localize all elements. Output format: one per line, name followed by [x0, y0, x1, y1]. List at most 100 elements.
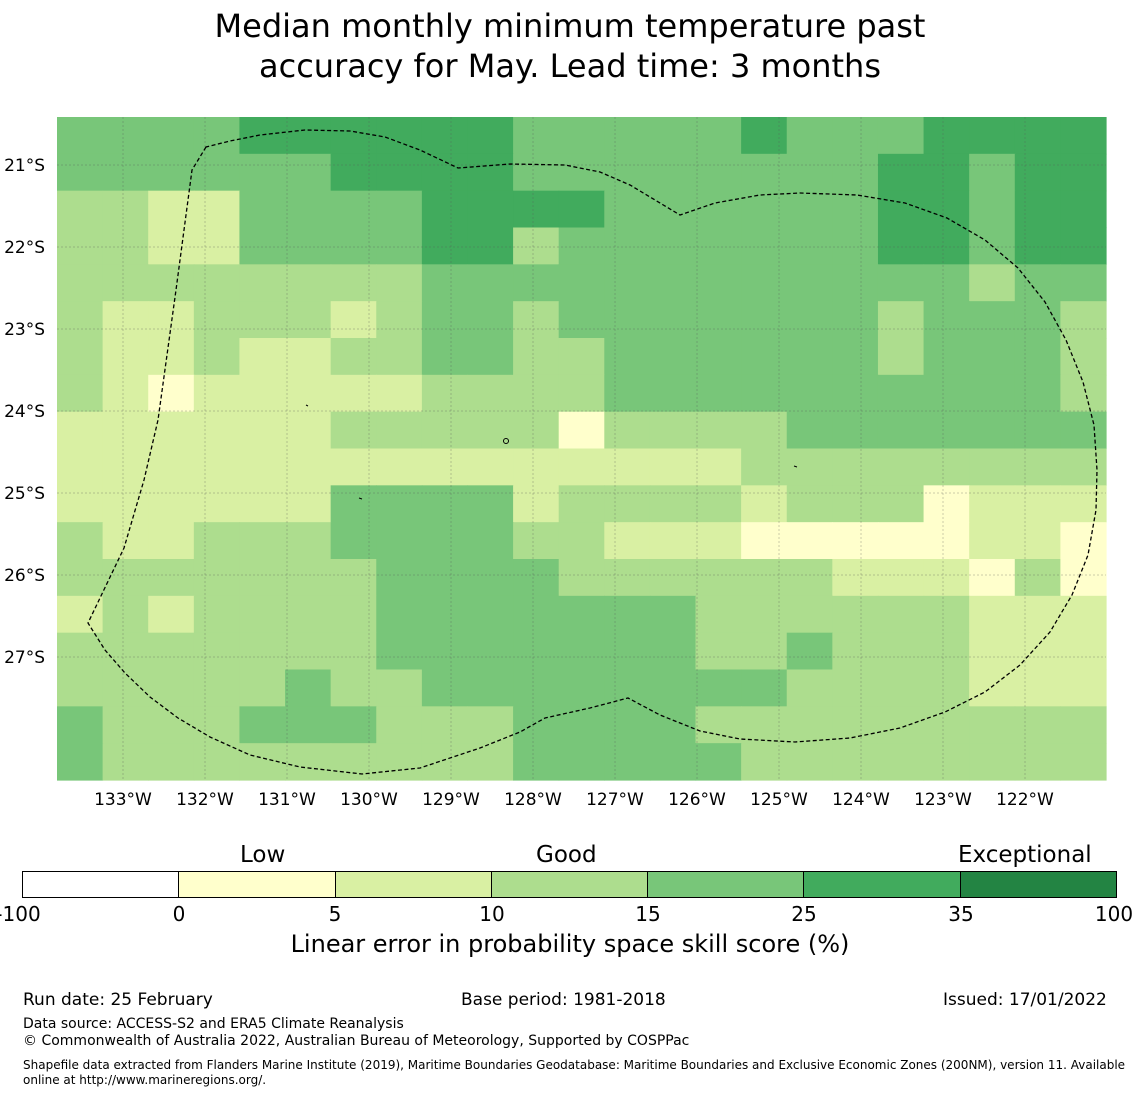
skill-cell [285, 117, 332, 155]
skill-cell [923, 117, 970, 155]
skill-cell [239, 301, 286, 339]
skill-cell [877, 559, 925, 597]
skill-cell [57, 743, 104, 781]
skill-cell [102, 301, 149, 339]
skill-cell [741, 559, 788, 597]
skill-cell [1060, 595, 1107, 634]
skill-cell [877, 117, 925, 155]
skill-cell [877, 153, 925, 192]
colorbar-segment [490, 872, 648, 897]
skill-cell [467, 301, 514, 339]
skill-cell [467, 374, 514, 413]
skill-cell [193, 190, 241, 229]
category-label-exceptional: Exceptional [958, 842, 1092, 868]
skill-cell [1014, 264, 1061, 302]
skill-cell [330, 301, 377, 339]
skill-cell [513, 743, 560, 781]
skill-cell [649, 264, 697, 302]
skill-cell [193, 522, 241, 560]
skill-cell [786, 153, 833, 192]
skill-cell [969, 559, 1016, 597]
skill-cell [1060, 117, 1107, 155]
skill-cell [102, 374, 149, 413]
skill-cell [193, 301, 241, 339]
skill-cell [741, 374, 788, 413]
skill-cell [923, 374, 970, 413]
skill-cell [969, 338, 1016, 376]
skill-cell [877, 743, 925, 781]
skill-cell [513, 264, 560, 302]
skill-cell [877, 522, 925, 560]
skill-cell [285, 338, 332, 376]
skill-cell [649, 374, 697, 413]
skill-cell [741, 595, 788, 634]
skill-cell [969, 706, 1016, 744]
skill-cell [786, 743, 833, 781]
map-title-line-2: accuracy for May. Lead time: 3 months [258, 47, 881, 85]
skill-cell [877, 706, 925, 744]
skill-cell [832, 559, 879, 597]
skill-cell [1014, 117, 1061, 155]
skill-cell [285, 706, 332, 744]
skill-cell [148, 153, 195, 192]
skill-cell [467, 117, 514, 155]
skill-cell [467, 485, 514, 523]
skill-cell [786, 264, 833, 302]
skill-cell [923, 559, 970, 597]
skill-cell [102, 448, 149, 486]
skill-cell [832, 485, 879, 523]
skill-cell [969, 117, 1016, 155]
skill-cell [57, 559, 104, 597]
skill-cell [239, 117, 286, 155]
category-label-low: Low [240, 842, 286, 868]
skill-cell [969, 448, 1016, 486]
skill-cell [1014, 411, 1061, 450]
latitude-label: 22°S [4, 238, 45, 258]
skill-cell [239, 190, 286, 229]
skill-cell [285, 743, 332, 781]
latitude-label: 23°S [4, 320, 45, 340]
skill-cell [285, 595, 332, 634]
skill-cell [832, 374, 879, 413]
skill-cell [193, 632, 241, 671]
skill-cell [695, 338, 742, 376]
skill-cell [695, 374, 742, 413]
skill-cell [649, 448, 697, 486]
skill-cell [923, 338, 970, 376]
skill-grid-cells [57, 117, 1107, 781]
colorbar-tick-label: 35 [948, 902, 974, 926]
skill-cell [102, 264, 149, 302]
skill-cell [649, 153, 697, 192]
skill-cell [786, 559, 833, 597]
skill-cell [330, 706, 377, 744]
skill-cell [786, 706, 833, 744]
skill-cell [649, 411, 697, 450]
skill-cell [786, 448, 833, 486]
skill-cell [695, 706, 742, 744]
skill-cell [285, 227, 332, 265]
skill-cell [1014, 338, 1061, 376]
skill-cell [57, 522, 104, 560]
skill-cell [877, 485, 925, 523]
skill-cell [1014, 632, 1061, 671]
skill-cell [513, 448, 560, 486]
skill-cell [604, 117, 651, 155]
skill-cell [1060, 743, 1107, 781]
skill-cell [193, 374, 241, 413]
skill-cell [102, 595, 149, 634]
skill-cell [421, 559, 469, 597]
skill-cell [467, 153, 514, 192]
skill-cell [558, 374, 605, 413]
skill-cell [57, 190, 104, 229]
skill-cell [786, 522, 833, 560]
skill-cell [102, 153, 149, 192]
skill-cell [923, 485, 970, 523]
skill-cell [877, 227, 925, 265]
skill-cell [695, 448, 742, 486]
colorbar-tick-label: 100 [1094, 902, 1134, 926]
skill-cell [285, 153, 332, 192]
skill-cell [193, 264, 241, 302]
shapefile-credit: Shapefile data extracted from Flanders M… [23, 1058, 1126, 1087]
skill-cell [969, 411, 1016, 450]
